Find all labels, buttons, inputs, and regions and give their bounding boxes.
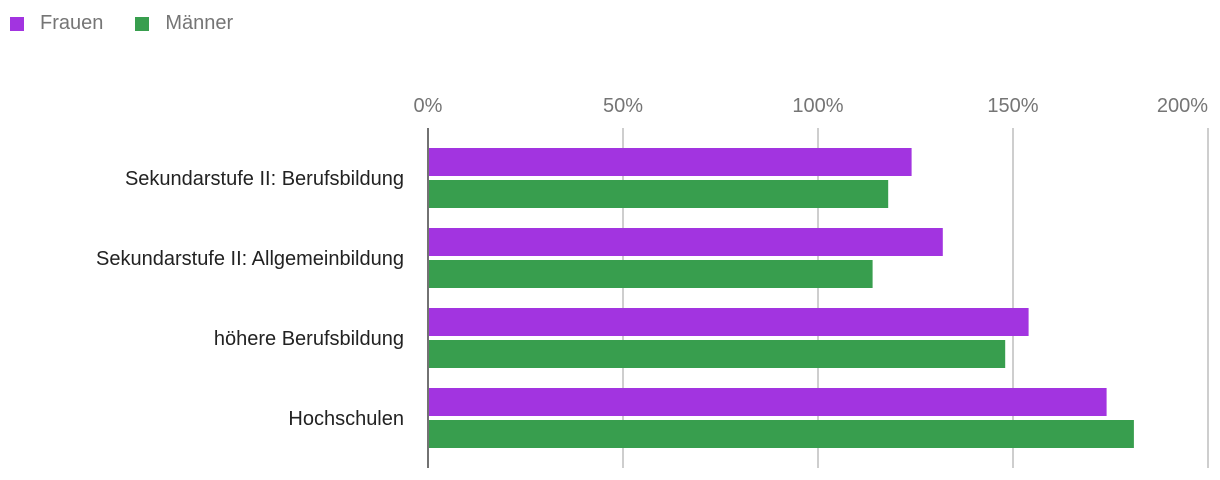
legend-label-maenner: Männer bbox=[165, 12, 234, 34]
category-label: höhere Berufsbildung bbox=[214, 328, 404, 350]
category-label: Sekundarstufe II: Berufsbildung bbox=[125, 168, 404, 190]
bar-männer-0 bbox=[429, 180, 889, 208]
legend-label-frauen: Frauen bbox=[40, 12, 104, 34]
bar-frauen-0 bbox=[429, 148, 912, 176]
x-tick-label: 200% bbox=[1157, 95, 1208, 117]
bar-frauen-1 bbox=[429, 228, 943, 256]
bar-frauen-2 bbox=[429, 308, 1029, 336]
x-tick-label: 100% bbox=[792, 95, 843, 117]
legend-item-frauen: Frauen bbox=[10, 12, 103, 35]
bar-männer-2 bbox=[429, 340, 1006, 368]
bar-frauen-3 bbox=[429, 388, 1107, 416]
bar-männer-1 bbox=[429, 260, 873, 288]
x-tick-label: 50% bbox=[603, 95, 643, 117]
legend-item-maenner: Männer bbox=[135, 12, 233, 35]
category-label: Sekundarstufe II: Allgemeinbildung bbox=[96, 248, 404, 270]
x-tick-label: 150% bbox=[987, 95, 1038, 117]
bar-männer-3 bbox=[429, 420, 1134, 448]
category-label: Hochschulen bbox=[288, 408, 404, 430]
chart-legend: Frauen Männer bbox=[10, 12, 233, 35]
legend-swatch-frauen bbox=[10, 16, 24, 31]
x-tick-label: 0% bbox=[414, 95, 443, 117]
legend-swatch-maenner bbox=[135, 16, 150, 31]
